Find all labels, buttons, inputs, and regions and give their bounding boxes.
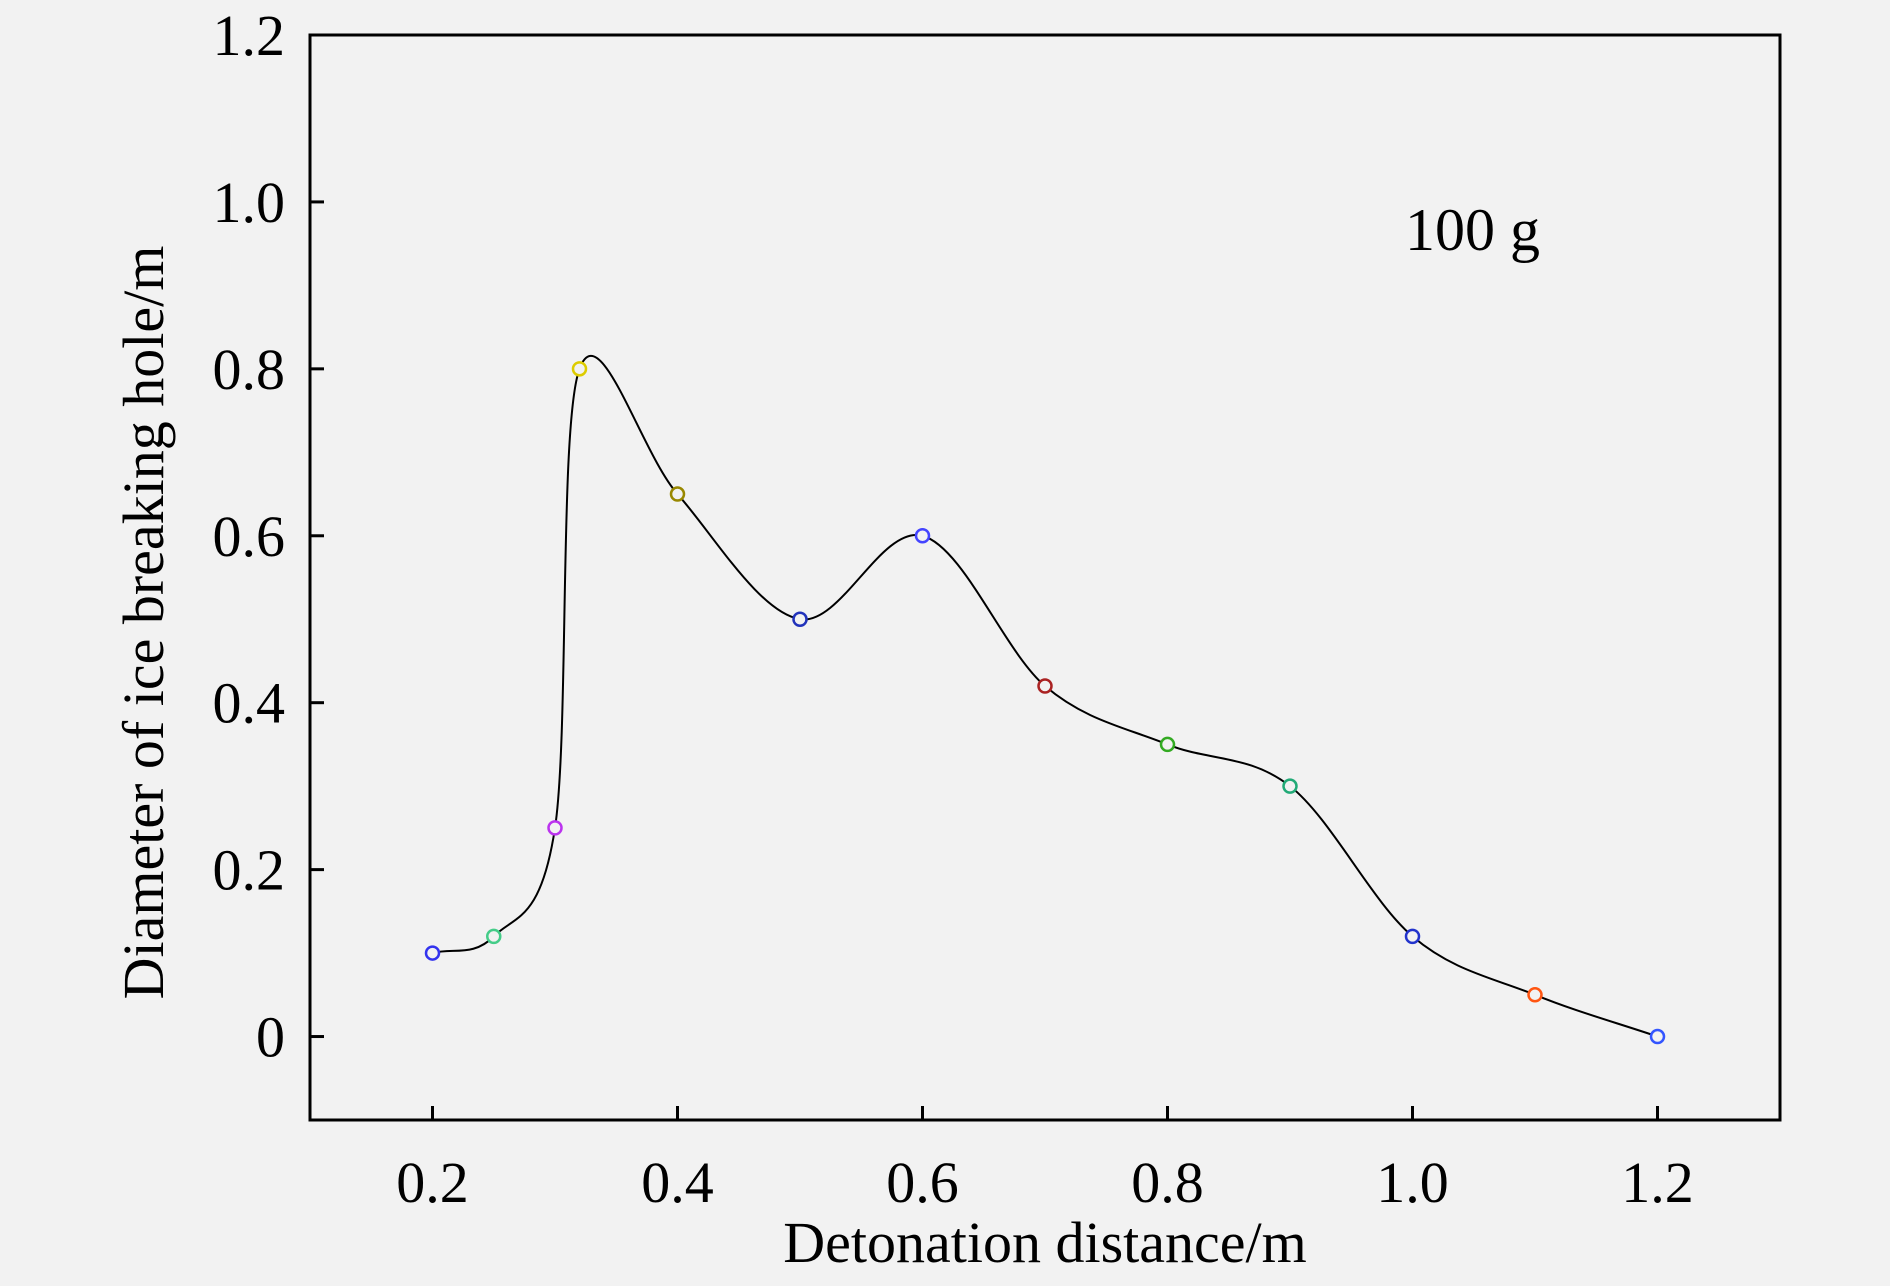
data-point-marker [1404, 928, 1421, 945]
y-tick-label: 0.8 [213, 337, 286, 402]
plot-frame [308, 33, 1782, 1122]
x-tick-label: 1.2 [1621, 1150, 1694, 1215]
data-point-marker [1282, 778, 1298, 794]
y-tick-label: 1.0 [213, 170, 286, 235]
data-point-marker [571, 361, 588, 377]
data-point-marker [669, 486, 686, 502]
y-tick-label: 0 [256, 1005, 285, 1070]
x-tick-label: 1.0 [1376, 1150, 1449, 1215]
data-point-marker [1037, 678, 1053, 694]
data-markers [424, 361, 1666, 1045]
data-point-marker [1159, 736, 1176, 753]
data-point-marker [1527, 987, 1543, 1003]
x-tick-label: 0.2 [396, 1150, 469, 1215]
data-point-marker [1649, 1028, 1666, 1045]
y-tick-label: 0.2 [213, 838, 286, 903]
y-axis-label: Diameter of ice breaking hole/m [111, 246, 176, 1000]
x-axis: 0.2 0.4 0.6 0.8 1.0 1.2 [396, 1106, 1694, 1215]
data-point-marker [424, 945, 441, 961]
y-tick-label: 0.4 [213, 671, 286, 736]
x-tick-label: 0.8 [1131, 1150, 1204, 1215]
chart-annotation: 100 g [1405, 197, 1540, 263]
x-tick-label: 0.4 [641, 1150, 714, 1215]
y-tick-label: 1.2 [213, 3, 286, 68]
data-point-marker [547, 820, 563, 836]
x-axis-label: Detonation distance/m [783, 1210, 1306, 1275]
data-point-marker [914, 528, 931, 544]
x-tick-label: 0.6 [886, 1150, 959, 1215]
y-tick-label: 0.6 [213, 504, 286, 569]
data-point-marker [792, 611, 808, 627]
y-axis: 0 0.2 0.4 0.6 0.8 1.0 1.2 [213, 3, 324, 1070]
data-point-marker [486, 928, 502, 945]
smooth-curve-line [432, 354, 1658, 1038]
